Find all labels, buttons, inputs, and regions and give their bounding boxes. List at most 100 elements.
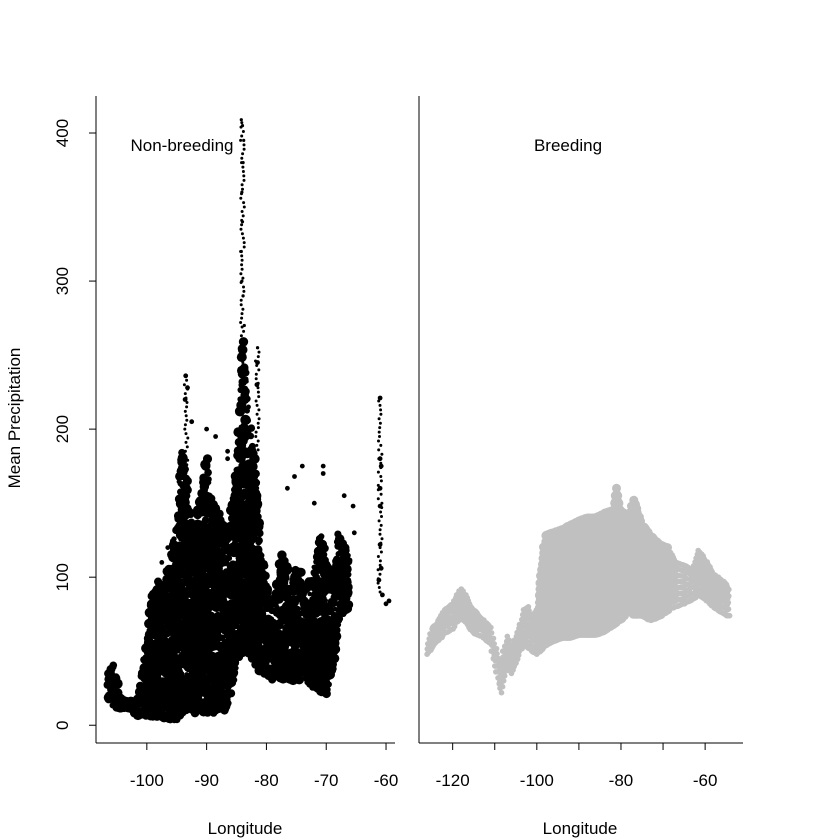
non-breeding-point <box>242 438 248 444</box>
non-breeding-point <box>225 456 231 462</box>
non-breeding-point <box>378 563 382 567</box>
non-breeding-point <box>379 492 383 496</box>
non-breeding-point <box>202 454 213 464</box>
non-breeding-point <box>378 403 382 407</box>
non-breeding-point <box>255 529 264 538</box>
non-breeding-point <box>242 143 246 147</box>
non-breeding-point <box>351 530 357 536</box>
non-breeding-point <box>171 536 177 542</box>
non-breeding-point <box>252 494 262 504</box>
non-breeding-point <box>331 631 342 642</box>
non-breeding-point <box>254 435 258 438</box>
non-breeding-point <box>242 289 246 293</box>
non-breeding-point <box>378 572 382 576</box>
non-breeding-point <box>240 134 244 138</box>
non-breeding-point <box>183 503 187 507</box>
panel-breeding: -120 -100 -80 -60 Breeding Longitude <box>418 96 743 838</box>
non-breeding-point <box>188 512 195 518</box>
non-breeding-point <box>241 152 245 156</box>
non-breeding-point <box>380 452 384 456</box>
non-breeding-point <box>239 303 243 307</box>
non-breeding-point <box>183 485 187 489</box>
non-breeding-point <box>248 427 253 432</box>
non-breeding-point <box>167 582 174 588</box>
non-breeding-point <box>257 538 263 544</box>
breeding-point <box>491 641 498 647</box>
non-breeding-point <box>377 519 381 523</box>
non-breeding-point <box>239 118 243 122</box>
non-breeding-point <box>260 561 269 570</box>
non-breeding-point <box>185 401 189 404</box>
non-breeding-point <box>241 307 245 311</box>
non-breeding-point <box>257 417 261 421</box>
non-breeding-point <box>380 506 384 510</box>
non-breeding-point <box>242 138 246 142</box>
non-breeding-point <box>296 567 306 577</box>
non-breeding-point <box>184 472 188 475</box>
non-breeding-point <box>253 512 262 521</box>
non-breeding-point <box>344 578 351 584</box>
non-breeding-point <box>242 245 246 249</box>
y-tick-label: 100 <box>53 563 72 591</box>
non-breeding-point <box>239 321 243 324</box>
non-breeding-point <box>377 417 381 421</box>
non-breeding-point <box>240 192 243 196</box>
non-breeding-point <box>204 426 210 432</box>
non-breeding-point <box>251 469 260 478</box>
non-breeding-point <box>241 214 245 218</box>
non-breeding-label: Non-breeding <box>130 136 233 155</box>
non-breeding-point <box>239 250 243 253</box>
non-breeding-point <box>239 334 243 338</box>
non-breeding-point <box>249 463 257 471</box>
non-breeding-point <box>240 263 244 267</box>
non-breeding-point <box>320 463 326 469</box>
breeding-point <box>493 645 500 652</box>
non-breeding-point <box>378 421 382 425</box>
non-breeding-point <box>240 223 244 227</box>
non-breeding-point <box>325 681 332 688</box>
non-breeding-point <box>379 550 383 554</box>
non-breeding-point <box>189 419 195 425</box>
non-breeding-point <box>256 421 260 425</box>
x-tick-label: -90 <box>194 771 219 790</box>
non-breeding-point <box>257 395 261 399</box>
non-breeding-point <box>242 347 245 351</box>
non-breeding-point <box>379 479 383 483</box>
non-breeding-point <box>184 396 188 400</box>
non-breeding-point <box>241 361 245 364</box>
non-breeding-point <box>256 448 260 452</box>
non-breeding-point <box>376 581 380 585</box>
non-breeding-point <box>239 281 243 284</box>
non-breeding-point <box>242 205 246 209</box>
non-breeding-point <box>378 546 382 550</box>
non-breeding-point <box>257 408 261 412</box>
non-breeding-point <box>240 232 244 236</box>
non-breeding-point <box>377 586 381 589</box>
non-breeding-point <box>185 405 189 409</box>
non-breeding-point <box>255 412 259 416</box>
non-breeding-point <box>350 503 356 509</box>
non-breeding-point <box>318 533 325 540</box>
non-breeding-point <box>377 448 381 452</box>
non-breeding-point <box>183 449 187 453</box>
non-breeding-point <box>378 426 382 430</box>
non-breeding-point <box>378 435 381 438</box>
non-breeding-point <box>345 571 352 578</box>
non-breeding-point <box>240 316 244 320</box>
non-breeding-point <box>254 430 258 434</box>
x-tick-label: -70 <box>314 771 339 790</box>
non-breeding-point <box>185 378 189 382</box>
non-breeding-point <box>376 555 380 558</box>
non-breeding-point <box>242 241 246 245</box>
non-breeding-point <box>281 565 292 576</box>
non-breeding-point <box>215 510 222 517</box>
breeding-point <box>488 624 494 631</box>
non-breeding-point <box>241 187 244 191</box>
non-breeding-point <box>256 386 260 390</box>
non-breeding-point <box>329 665 337 673</box>
non-breeding-point <box>240 258 244 262</box>
non-breeding-point <box>256 390 260 394</box>
non-breeding-point <box>241 378 245 382</box>
non-breeding-point <box>185 445 189 449</box>
